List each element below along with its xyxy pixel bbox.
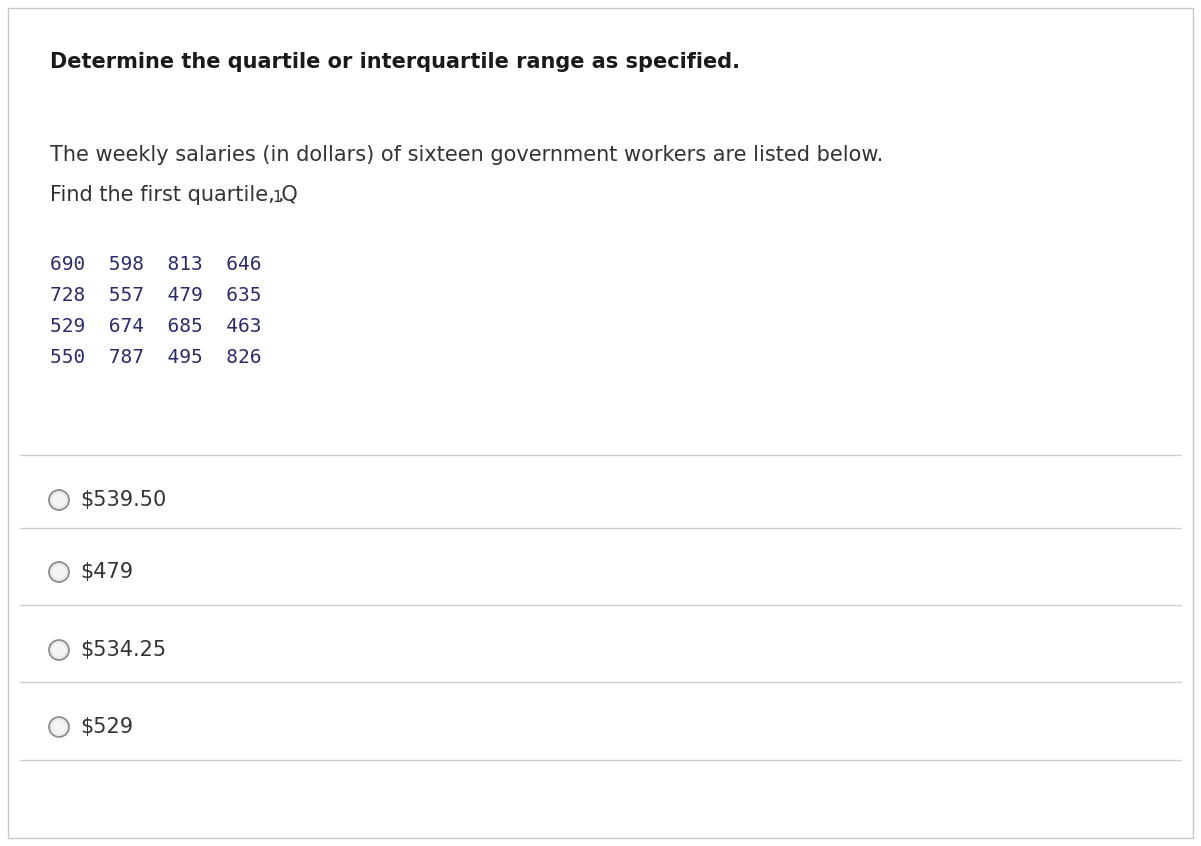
Text: Find the first quartile, Q: Find the first quartile, Q bbox=[50, 185, 298, 205]
Text: $539.50: $539.50 bbox=[80, 490, 166, 510]
Circle shape bbox=[49, 640, 68, 660]
Text: $534.25: $534.25 bbox=[80, 640, 166, 660]
Circle shape bbox=[52, 720, 66, 734]
Text: 550  787  495  826: 550 787 495 826 bbox=[50, 348, 262, 367]
Circle shape bbox=[49, 562, 68, 582]
Circle shape bbox=[52, 565, 66, 579]
Text: $479: $479 bbox=[80, 562, 133, 582]
Text: $529: $529 bbox=[80, 717, 133, 737]
Text: 529  674  685  463: 529 674 685 463 bbox=[50, 317, 262, 336]
Text: Determine the quartile or interquartile range as specified.: Determine the quartile or interquartile … bbox=[50, 52, 740, 72]
FancyBboxPatch shape bbox=[8, 8, 1193, 838]
Text: 690  598  813  646: 690 598 813 646 bbox=[50, 255, 262, 274]
Circle shape bbox=[52, 493, 66, 507]
Text: 728  557  479  635: 728 557 479 635 bbox=[50, 286, 262, 305]
Text: The weekly salaries (in dollars) of sixteen government workers are listed below.: The weekly salaries (in dollars) of sixt… bbox=[50, 145, 883, 165]
Text: 1: 1 bbox=[273, 190, 282, 205]
Circle shape bbox=[49, 490, 68, 510]
Circle shape bbox=[52, 643, 66, 657]
Text: .: . bbox=[277, 185, 285, 205]
Circle shape bbox=[49, 717, 68, 737]
